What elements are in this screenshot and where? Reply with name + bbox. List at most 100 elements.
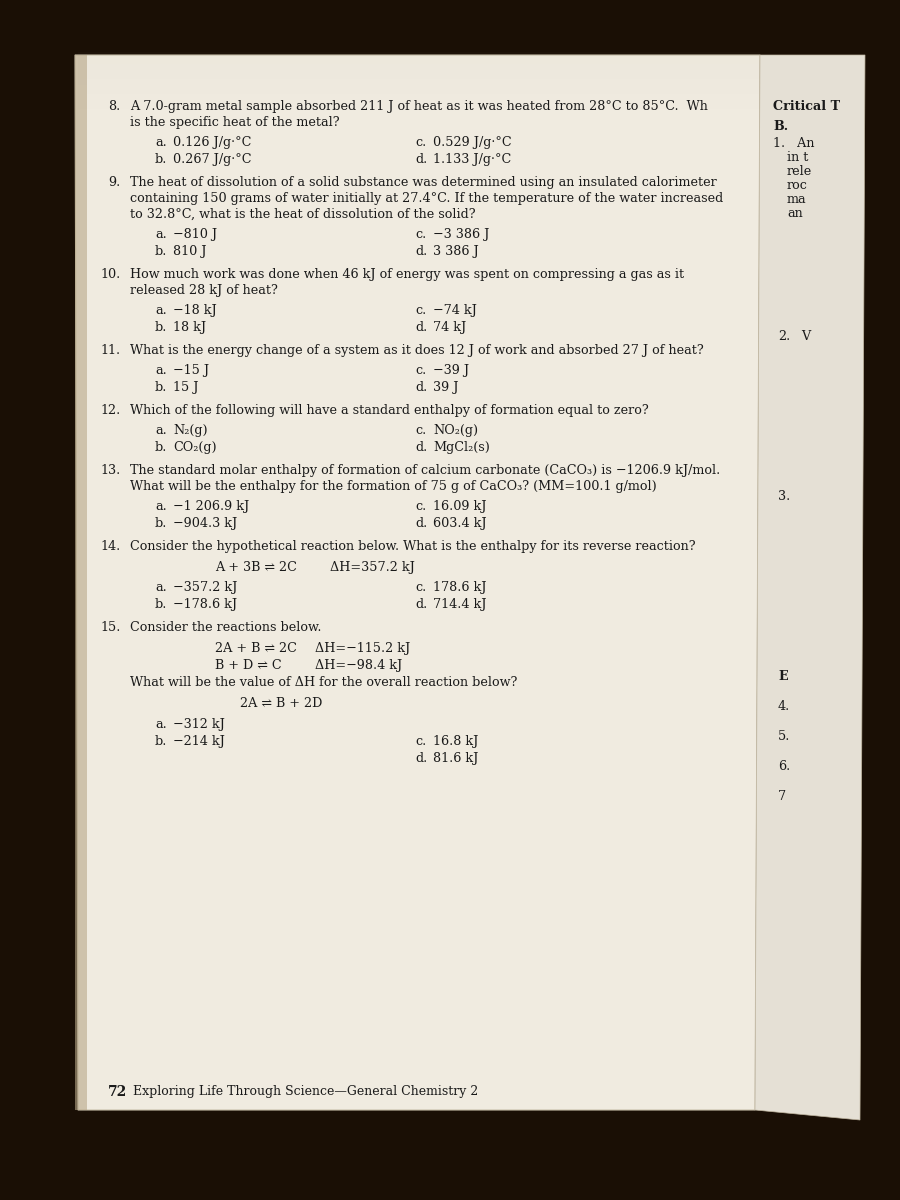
Text: 18 kJ: 18 kJ bbox=[173, 320, 206, 334]
Text: ΔH=−98.4 kJ: ΔH=−98.4 kJ bbox=[315, 659, 402, 672]
Text: 15.: 15. bbox=[100, 622, 121, 634]
Text: E: E bbox=[778, 670, 788, 683]
Bar bbox=[78, 103, 760, 106]
Text: −74 kJ: −74 kJ bbox=[433, 304, 477, 317]
Text: a.: a. bbox=[155, 718, 166, 731]
Text: 74 kJ: 74 kJ bbox=[433, 320, 466, 334]
Text: 603.4 kJ: 603.4 kJ bbox=[433, 517, 487, 530]
Text: 6.: 6. bbox=[778, 760, 790, 773]
Text: 3 386 J: 3 386 J bbox=[433, 245, 479, 258]
Text: a.: a. bbox=[155, 364, 166, 377]
Text: Consider the reactions below.: Consider the reactions below. bbox=[130, 622, 321, 634]
Text: −312 kJ: −312 kJ bbox=[173, 718, 225, 731]
Text: What will be the value of ΔH for the overall reaction below?: What will be the value of ΔH for the ove… bbox=[130, 676, 517, 689]
Text: 2A ⇌ B + 2D: 2A ⇌ B + 2D bbox=[240, 697, 322, 710]
Text: B.: B. bbox=[773, 120, 788, 133]
Text: 4.: 4. bbox=[778, 700, 790, 713]
Bar bbox=[75, 55, 87, 1110]
Polygon shape bbox=[755, 55, 865, 1120]
Text: d.: d. bbox=[415, 517, 428, 530]
Text: What is the energy change of a system as it does 12 J of work and absorbed 27 J : What is the energy change of a system as… bbox=[130, 344, 704, 358]
Text: −904.3 kJ: −904.3 kJ bbox=[173, 517, 238, 530]
Text: ΔH=−115.2 kJ: ΔH=−115.2 kJ bbox=[315, 642, 410, 655]
Bar bbox=[78, 106, 760, 109]
Text: What will be the enthalpy for the formation of 75 g of CaCO₃? (MM=100.1 g/mol): What will be the enthalpy for the format… bbox=[130, 480, 657, 493]
Bar bbox=[78, 73, 760, 76]
Text: The standard molar enthalpy of formation of calcium carbonate (CaCO₃) is −1206.9: The standard molar enthalpy of formation… bbox=[130, 464, 720, 476]
Bar bbox=[78, 52, 760, 55]
Text: a.: a. bbox=[155, 424, 166, 437]
Text: 12.: 12. bbox=[100, 404, 121, 416]
Text: N₂(g): N₂(g) bbox=[173, 424, 208, 437]
Text: c.: c. bbox=[415, 136, 427, 149]
Text: c.: c. bbox=[415, 424, 427, 437]
Text: 2A + B ⇌ 2C: 2A + B ⇌ 2C bbox=[215, 642, 297, 655]
Text: 11.: 11. bbox=[100, 344, 120, 358]
Bar bbox=[78, 91, 760, 94]
Text: −214 kJ: −214 kJ bbox=[173, 734, 225, 748]
Text: −3 386 J: −3 386 J bbox=[433, 228, 490, 241]
Bar bbox=[78, 88, 760, 91]
Bar bbox=[78, 61, 760, 64]
Text: −357.2 kJ: −357.2 kJ bbox=[173, 581, 238, 594]
Text: 10.: 10. bbox=[100, 268, 121, 281]
Text: is the specific heat of the metal?: is the specific heat of the metal? bbox=[130, 116, 339, 128]
Text: 1.133 J/g·°C: 1.133 J/g·°C bbox=[433, 152, 511, 166]
Text: −39 J: −39 J bbox=[433, 364, 469, 377]
Text: 8.: 8. bbox=[108, 100, 121, 113]
Text: 0.529 J/g·°C: 0.529 J/g·°C bbox=[433, 136, 511, 149]
Text: −15 J: −15 J bbox=[173, 364, 209, 377]
Text: c.: c. bbox=[415, 500, 427, 514]
Text: b.: b. bbox=[155, 245, 167, 258]
Text: −1 206.9 kJ: −1 206.9 kJ bbox=[173, 500, 249, 514]
Bar bbox=[78, 100, 760, 103]
Text: released 28 kJ of heat?: released 28 kJ of heat? bbox=[130, 284, 278, 296]
Bar bbox=[78, 58, 760, 61]
Bar bbox=[78, 97, 760, 100]
Text: Which of the following will have a standard enthalpy of formation equal to zero?: Which of the following will have a stand… bbox=[130, 404, 649, 416]
Text: a.: a. bbox=[155, 581, 166, 594]
Text: c.: c. bbox=[415, 581, 427, 594]
Text: 14.: 14. bbox=[100, 540, 121, 553]
Text: d.: d. bbox=[415, 752, 428, 766]
Text: ma: ma bbox=[787, 193, 806, 206]
Text: Consider the hypothetical reaction below. What is the enthalpy for its reverse r: Consider the hypothetical reaction below… bbox=[130, 540, 696, 553]
Text: c.: c. bbox=[415, 364, 427, 377]
Text: 15 J: 15 J bbox=[173, 382, 199, 394]
Text: b.: b. bbox=[155, 440, 167, 454]
Text: b.: b. bbox=[155, 382, 167, 394]
Text: A + 3B ⇌ 2C: A + 3B ⇌ 2C bbox=[215, 560, 297, 574]
Text: roc: roc bbox=[787, 179, 808, 192]
Text: rele: rele bbox=[787, 164, 812, 178]
Text: a.: a. bbox=[155, 304, 166, 317]
Text: Critical T: Critical T bbox=[773, 100, 840, 113]
Text: 5.: 5. bbox=[778, 730, 790, 743]
Text: 178.6 kJ: 178.6 kJ bbox=[433, 581, 487, 594]
Text: to 32.8°C, what is the heat of dissolution of the solid?: to 32.8°C, what is the heat of dissoluti… bbox=[130, 208, 475, 221]
Bar bbox=[78, 82, 760, 85]
Text: d.: d. bbox=[415, 598, 428, 611]
Text: 810 J: 810 J bbox=[173, 245, 206, 258]
Text: The heat of dissolution of a solid substance was determined using an insulated c: The heat of dissolution of a solid subst… bbox=[130, 176, 716, 188]
Text: 39 J: 39 J bbox=[433, 382, 458, 394]
Bar bbox=[78, 94, 760, 97]
Text: d.: d. bbox=[415, 382, 428, 394]
Text: How much work was done when 46 kJ of energy was spent on compressing a gas as it: How much work was done when 46 kJ of ene… bbox=[130, 268, 684, 281]
Text: 0.267 J/g·°C: 0.267 J/g·°C bbox=[173, 152, 251, 166]
Text: a.: a. bbox=[155, 500, 166, 514]
Text: 1.   An: 1. An bbox=[773, 137, 814, 150]
Text: b.: b. bbox=[155, 734, 167, 748]
Text: 7: 7 bbox=[778, 790, 786, 803]
Text: d.: d. bbox=[415, 245, 428, 258]
Text: 81.6 kJ: 81.6 kJ bbox=[433, 752, 479, 766]
Text: 16.8 kJ: 16.8 kJ bbox=[433, 734, 479, 748]
Bar bbox=[78, 76, 760, 79]
Text: a.: a. bbox=[155, 136, 166, 149]
Text: 16.09 kJ: 16.09 kJ bbox=[433, 500, 487, 514]
Text: b.: b. bbox=[155, 517, 167, 530]
Text: 72: 72 bbox=[108, 1085, 127, 1099]
Text: 9.: 9. bbox=[108, 176, 121, 188]
Text: b.: b. bbox=[155, 152, 167, 166]
Text: 2.: 2. bbox=[778, 330, 790, 343]
Bar bbox=[78, 109, 760, 112]
